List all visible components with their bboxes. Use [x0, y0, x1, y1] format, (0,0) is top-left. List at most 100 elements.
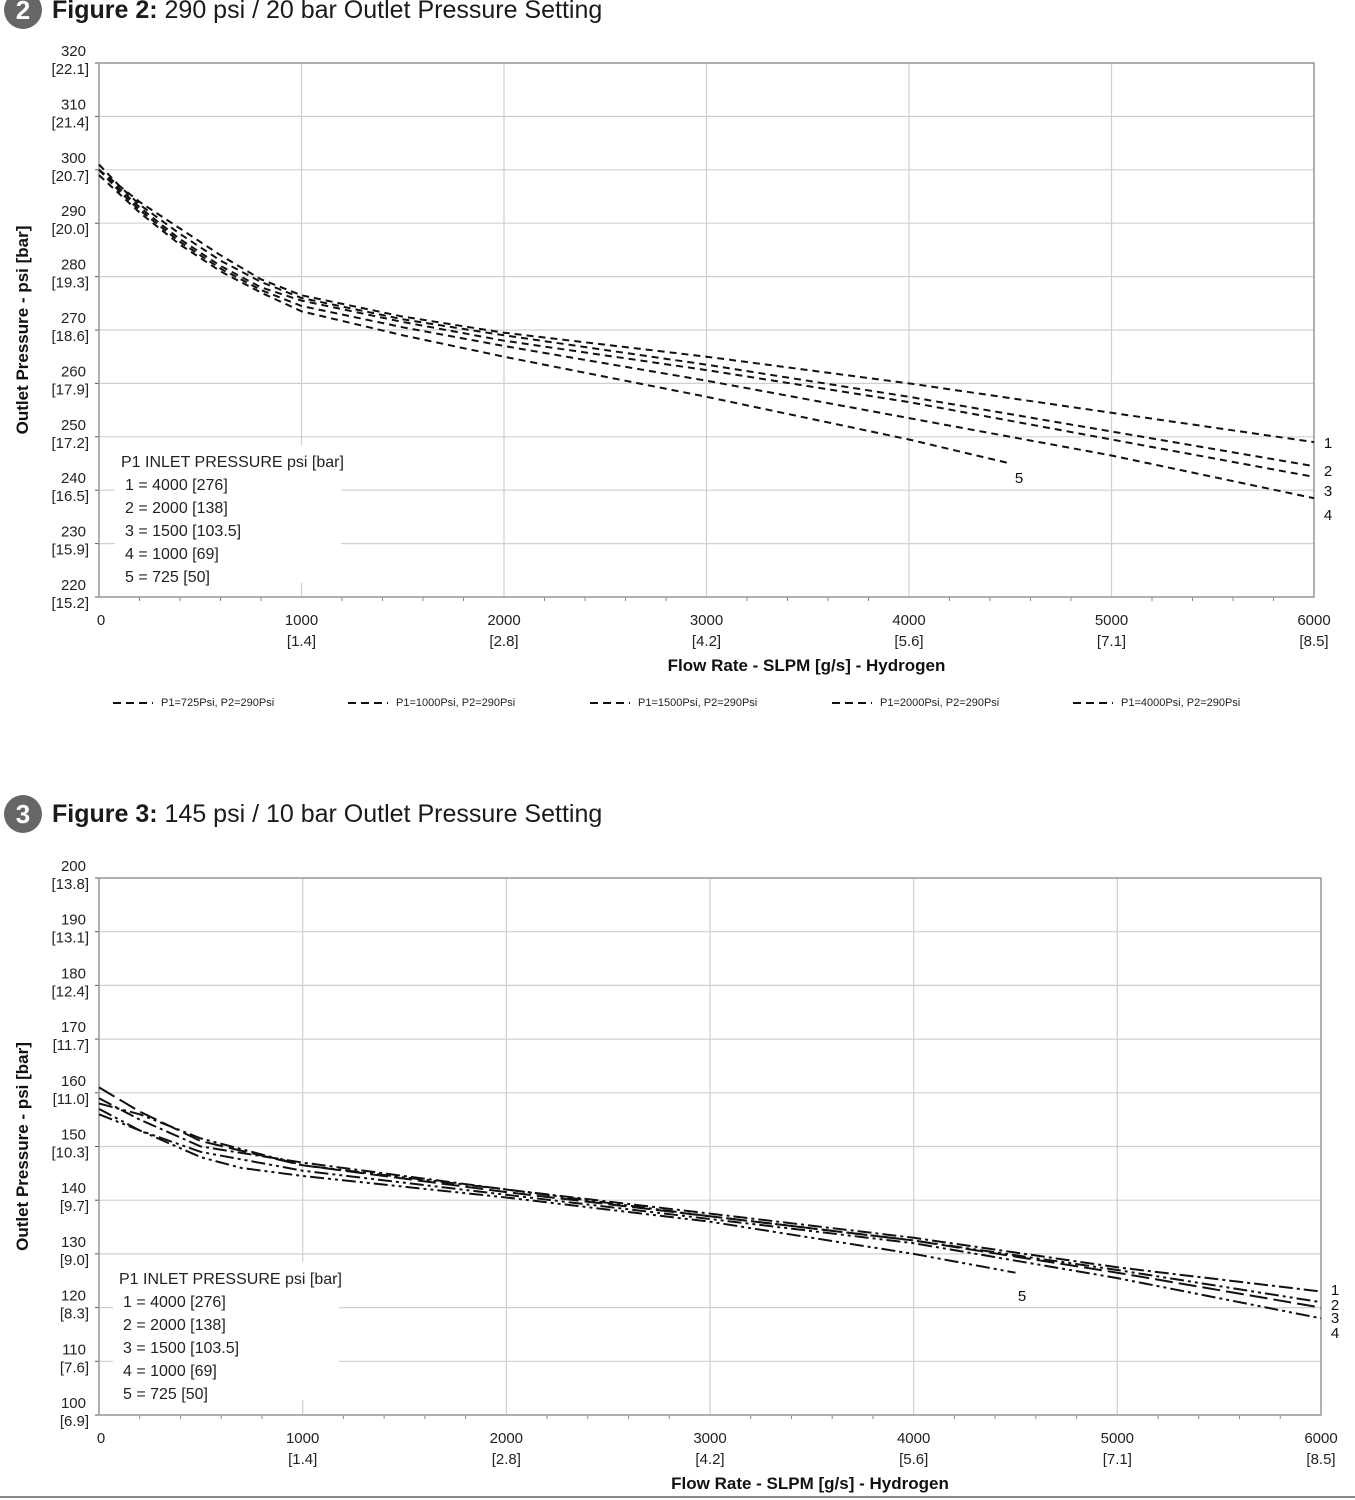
series-line-4	[98, 169, 1315, 500]
y-tick-label: 290	[61, 203, 86, 220]
inset-legend-entry: 5 = 725 [50]	[123, 1386, 208, 1403]
figure-2-legend: P1=725Psi, P2=290Psi P1=1000Psi, P2=290P…	[0, 697, 1355, 717]
inset-legend-title: P1 INLET PRESSURE psi [bar]	[121, 454, 344, 471]
inset-legend-bg	[113, 1262, 339, 1400]
y-tick-label: 220	[61, 577, 86, 594]
x-tick-label: 4000	[897, 1430, 930, 1447]
series-end-label: 1	[1331, 1282, 1339, 1299]
series-end-label: 4	[1324, 507, 1332, 524]
y-tick-label-bar: [17.9]	[51, 381, 89, 398]
figure-2-number-badge: 2	[4, 0, 42, 29]
y-tick-label-bar: [8.3]	[60, 1306, 89, 1323]
y-tick-label: 250	[61, 417, 86, 434]
y-tick-label-bar: [13.8]	[51, 876, 89, 893]
legend-label: P1=1500Psi, P2=290Psi	[638, 697, 758, 709]
legend-swatch	[348, 702, 388, 704]
figure-2-title: Figure 2: 290 psi / 20 bar Outlet Pressu…	[52, 0, 602, 25]
y-tick-label-bar: [22.1]	[51, 61, 89, 78]
figure-3-title-rest: 145 psi / 10 bar Outlet Pressure Setting	[157, 799, 603, 828]
figure-3-number-badge: 3	[4, 795, 42, 833]
y-tick-label-bar: [11.7]	[53, 1037, 89, 1054]
y-tick-label-bar: [15.2]	[51, 595, 89, 612]
x-tick-label-gs: [7.1]	[1097, 633, 1126, 650]
inset-legend-entry: 2 = 2000 [138]	[123, 1317, 226, 1334]
y-tick-label: 280	[61, 257, 86, 274]
series-line-4	[98, 1113, 1322, 1320]
series-end-label: 3	[1324, 483, 1332, 500]
figure-2-title-rest: 290 psi / 20 bar Outlet Pressure Setting	[157, 0, 603, 24]
y-tick-label-bar: [12.4]	[51, 983, 89, 1000]
series-line-5	[98, 1108, 1016, 1274]
y-tick-label: 230	[61, 524, 86, 541]
y-tick-label-bar: [17.2]	[51, 435, 89, 452]
y-tick-label: 180	[61, 965, 86, 982]
series-end-label: 2	[1331, 1297, 1339, 1314]
series-end-label: 5	[1015, 470, 1023, 487]
series-end-label: 1	[1324, 435, 1332, 452]
x-axis-title: Flow Rate - SLPM [g/s] - Hydrogen	[668, 656, 946, 675]
legend-swatch	[832, 702, 872, 704]
x-tick-label: 5000	[1101, 1430, 1134, 1447]
x-tick-label: 6000	[1297, 612, 1330, 629]
x-tick-label: 3000	[693, 1430, 726, 1447]
y-tick-label: 300	[61, 150, 86, 167]
x-tick-label: 1000	[285, 612, 318, 629]
y-tick-label-bar: [21.4]	[51, 114, 89, 131]
legend-swatch	[113, 702, 153, 704]
x-tick-label-gs: [8.5]	[1299, 633, 1328, 650]
y-tick-label-bar: [16.5]	[51, 488, 89, 505]
inset-legend-entry: 5 = 725 [50]	[125, 569, 210, 586]
legend-swatch	[590, 702, 630, 704]
page-bottom-rule	[0, 1496, 1355, 1498]
y-tick-label-bar: [13.1]	[51, 930, 89, 947]
series-line-2	[98, 1102, 1322, 1304]
y-tick-label: 110	[62, 1341, 86, 1358]
y-tick-label: 190	[61, 912, 86, 929]
y-tick-label: 100	[61, 1395, 86, 1412]
inset-legend-entry: 3 = 1500 [103.5]	[123, 1340, 239, 1357]
y-tick-label-bar: [7.6]	[60, 1359, 89, 1376]
x-tick-label: 2000	[487, 612, 520, 629]
inset-legend-entry: 1 = 4000 [276]	[125, 477, 228, 494]
legend-label: P1=2000Psi, P2=290Psi	[880, 697, 1000, 709]
x-axis-title: Flow Rate - SLPM [g/s] - Hydrogen	[671, 1474, 949, 1493]
y-tick-label-bar: [18.6]	[51, 328, 89, 345]
x-tick-label: 1000	[286, 1430, 319, 1447]
series-line-3	[98, 1086, 1322, 1309]
inset-legend-entry: 4 = 1000 [69]	[125, 546, 219, 563]
legend-item-4000: P1=4000Psi, P2=290Psi	[1073, 697, 1240, 709]
y-tick-label: 130	[61, 1234, 86, 1251]
x-tick-label-gs: [2.8]	[489, 633, 518, 650]
series-end-label: 3	[1331, 1310, 1339, 1327]
y-tick-label-bar: [15.9]	[51, 542, 89, 559]
x-tick-label-gs: [4.2]	[695, 1451, 724, 1468]
y-tick-label: 320	[61, 43, 86, 60]
figure-2-header: 2 Figure 2: 290 psi / 20 bar Outlet Pres…	[4, 0, 602, 30]
legend-item-2000: P1=2000Psi, P2=290Psi	[832, 697, 999, 709]
y-tick-label: 310	[61, 96, 86, 113]
x-tick-label-gs: [4.2]	[692, 633, 721, 650]
series-line-1	[98, 1097, 1322, 1293]
figure-3-chart: 200[13.8]190[13.1]180[12.4]170[11.7]160[…	[13, 858, 1339, 1493]
figure-3-title: Figure 3: 145 psi / 10 bar Outlet Pressu…	[52, 800, 602, 829]
x-tick-label-gs: [8.5]	[1306, 1451, 1335, 1468]
y-tick-label: 160	[61, 1073, 86, 1090]
legend-item-1500: P1=1500Psi, P2=290Psi	[590, 697, 757, 709]
series-end-label: 4	[1331, 1325, 1339, 1342]
y-axis-title: Outlet Pressure - psi [bar]	[13, 226, 32, 435]
series-line-1	[98, 169, 1315, 444]
figure-3-header: 3 Figure 3: 145 psi / 10 bar Outlet Pres…	[4, 794, 602, 834]
y-tick-label-bar: [20.0]	[51, 221, 89, 238]
legend-item-725: P1=725Psi, P2=290Psi	[113, 697, 274, 709]
legend-label: P1=1000Psi, P2=290Psi	[396, 697, 516, 709]
figure-3-title-bold: Figure 3:	[52, 799, 158, 828]
x-tick-label: 0	[97, 612, 105, 629]
y-axis-title: Outlet Pressure - psi [bar]	[13, 1042, 32, 1251]
y-tick-label-bar: [9.7]	[60, 1198, 89, 1215]
x-tick-label: 2000	[490, 1430, 523, 1447]
inset-legend-title: P1 INLET PRESSURE psi [bar]	[119, 1271, 342, 1288]
x-tick-label: 0	[97, 1430, 105, 1447]
y-tick-label-bar: [9.0]	[60, 1252, 89, 1269]
y-tick-label-bar: [10.3]	[51, 1145, 89, 1162]
series-end-label: 2	[1324, 463, 1332, 480]
